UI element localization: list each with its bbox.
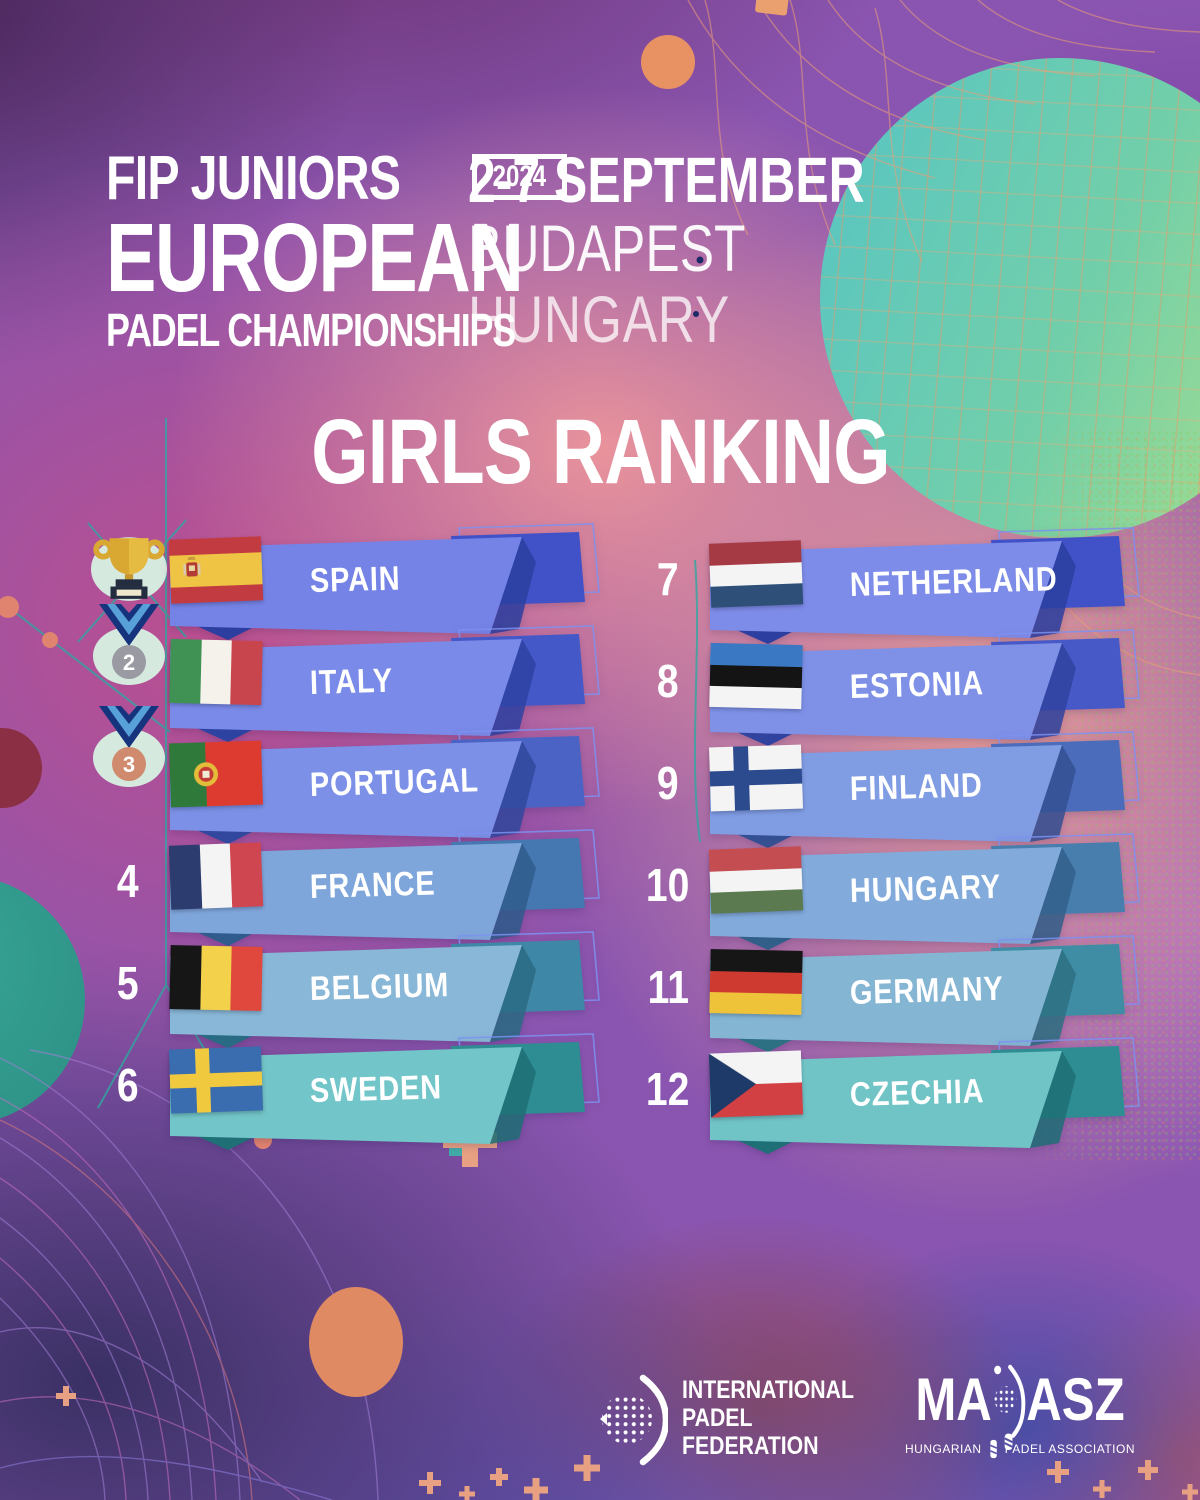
ranking-row-3: 3 PORTUGAL	[88, 706, 628, 848]
padel-racket-icon	[993, 1364, 1026, 1450]
rank-number: 12	[646, 1063, 690, 1115]
svg-text:2: 2	[123, 650, 135, 675]
decor-ellipse-orange-bottom	[309, 1287, 403, 1397]
flag-estonia	[709, 642, 803, 710]
country-label: BELGIUM	[309, 966, 450, 1008]
rank-number: 11	[647, 961, 689, 1013]
country-label: NETHERLAND	[849, 560, 1059, 604]
rank-number: 10	[646, 859, 690, 911]
ranking-row-4: 4 FRANCE	[88, 829, 628, 950]
ribbon-banner	[170, 1033, 600, 1150]
madasz-word-right: ASZ	[1026, 1365, 1125, 1433]
ranking-row-1: SPAIN	[88, 523, 628, 644]
ipf-line3: FEDERATION	[682, 1432, 819, 1460]
country-label: ESTONIA	[849, 664, 985, 706]
event-country: HUNGARY	[468, 281, 730, 356]
event-date-block: 2-7 SEPTEMBER BUDAPEST HUNGARY	[468, 144, 977, 356]
rank-number: 9	[657, 757, 679, 809]
flag-spain	[168, 536, 264, 604]
ribbon-banner	[170, 523, 600, 640]
decor-circle-maroon	[0, 728, 42, 808]
ipf-line2: PADEL	[682, 1404, 753, 1432]
flag-netherlands	[708, 540, 804, 608]
country-label: SPAIN	[309, 559, 401, 600]
padel-federation-icon	[600, 1374, 668, 1466]
racket-grip-icon	[989, 1439, 997, 1459]
ranking-row-2: 2 ITALY	[88, 604, 628, 746]
flag-finland	[709, 744, 803, 812]
madasz-tagline-right: PADEL ASSOCIATION	[1004, 1442, 1135, 1456]
flag-hungary	[708, 846, 804, 914]
madasz-wordmark: MA ASZ	[915, 1364, 1125, 1450]
year-badge: 2024	[472, 154, 567, 200]
madasz-logo: MA ASZ HUNGARIAN PADEL ASSOCIATION	[905, 1364, 1135, 1460]
madasz-word-left: MA	[915, 1365, 992, 1433]
ranking-row-7: 7 NETHERLAND	[628, 527, 1168, 648]
flag-france	[168, 842, 264, 910]
country-label: FRANCE	[309, 864, 436, 906]
event-name-line2: EUROPEAN	[106, 202, 524, 312]
rank-number: 8	[657, 655, 679, 707]
rank-number: 7	[657, 553, 679, 605]
section-title: GIRLS RANKING	[310, 401, 890, 503]
ranking-row-10: 10 HUNGARY	[628, 833, 1168, 954]
country-label: FINLAND	[849, 766, 984, 808]
event-name-line3: PADEL CHAMPIONSHIPS	[106, 304, 516, 357]
rank-number: 5	[117, 957, 139, 1009]
silver-medal-icon: 2	[93, 604, 165, 685]
country-label: SWEDEN	[309, 1068, 443, 1110]
ranking-row-11: 11 GERMANY	[628, 935, 1168, 1056]
country-label: HUNGARY	[849, 867, 1002, 910]
madasz-tagline: HUNGARIAN PADEL ASSOCIATION	[905, 1438, 1135, 1460]
svg-text:3: 3	[123, 752, 135, 777]
event-dates: 2-7 SEPTEMBER	[468, 144, 865, 216]
flag-germany	[709, 949, 803, 1015]
ipf-line1: INTERNATIONAL	[682, 1376, 854, 1404]
flag-sweden	[168, 1046, 264, 1114]
decor-circle-orange-top	[641, 35, 695, 89]
country-label: ITALY	[309, 661, 394, 702]
country-label: CZECHIA	[849, 1072, 985, 1114]
event-city: BUDAPEST	[468, 210, 746, 285]
decor-circle-teal-small	[0, 875, 85, 1125]
flag-czechia	[708, 1050, 804, 1118]
rank-number: 6	[117, 1059, 139, 1111]
flag-belgium	[169, 945, 263, 1011]
decor-square-top	[755, 0, 789, 16]
bronze-medal-icon: 3	[93, 706, 165, 787]
flag-portugal	[169, 740, 263, 808]
event-name-line1: FIP JUNIORS	[106, 144, 401, 213]
ipf-logo: INTERNATIONAL PADEL FEDERATION	[598, 1372, 884, 1468]
ranking-row-8: 8 ESTONIA	[628, 629, 1168, 750]
madasz-tagline-left: HUNGARIAN	[905, 1442, 982, 1456]
flag-italy	[169, 638, 263, 706]
gold-trophy-icon	[90, 537, 168, 601]
ranking-row-12: 12 CZECHIA	[628, 1037, 1168, 1158]
ipf-wordmark: INTERNATIONAL PADEL FEDERATION	[682, 1376, 854, 1460]
country-label: GERMANY	[849, 969, 1005, 1012]
ranking-row-9: 9 FINLAND	[628, 731, 1168, 852]
event-title-block: FIP JUNIORS 2024 EUROPEAN PADEL CHAMPION…	[106, 144, 640, 357]
ranking-row-6: 6 SWEDEN	[88, 1033, 628, 1154]
country-label: PORTUGAL	[309, 761, 480, 804]
rank-number: 4	[117, 855, 139, 907]
ranking-row-5: 5 BELGIUM	[88, 931, 628, 1052]
